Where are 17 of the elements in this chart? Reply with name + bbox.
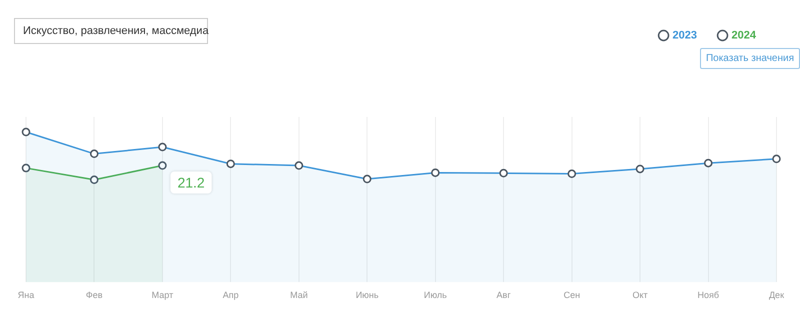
x-tick-label: Март [152,290,174,300]
x-tick-label: Май [290,290,308,300]
x-tick-label: Яна [18,290,34,300]
text: Искусство, развлечения, массмедиа [23,25,209,37]
annotation: 21.2 [177,174,205,190]
x-tick-label: Апр [222,290,239,300]
legend-label: 2024 [732,30,757,42]
text: Показать значения [700,48,800,69]
legend-label: 2023 [672,30,698,42]
x-tick-label: Июль [424,290,448,300]
x-tick-label: Сен [564,290,580,300]
x-tick-label: Окт [632,290,648,300]
x-tick-label: Фев [86,290,103,300]
x-tick-label: Нояб [697,290,720,300]
x-tick-label: Дек [768,290,784,300]
x-tick-label: Июнь [356,290,379,300]
x-tick-label: Авг [496,290,512,300]
